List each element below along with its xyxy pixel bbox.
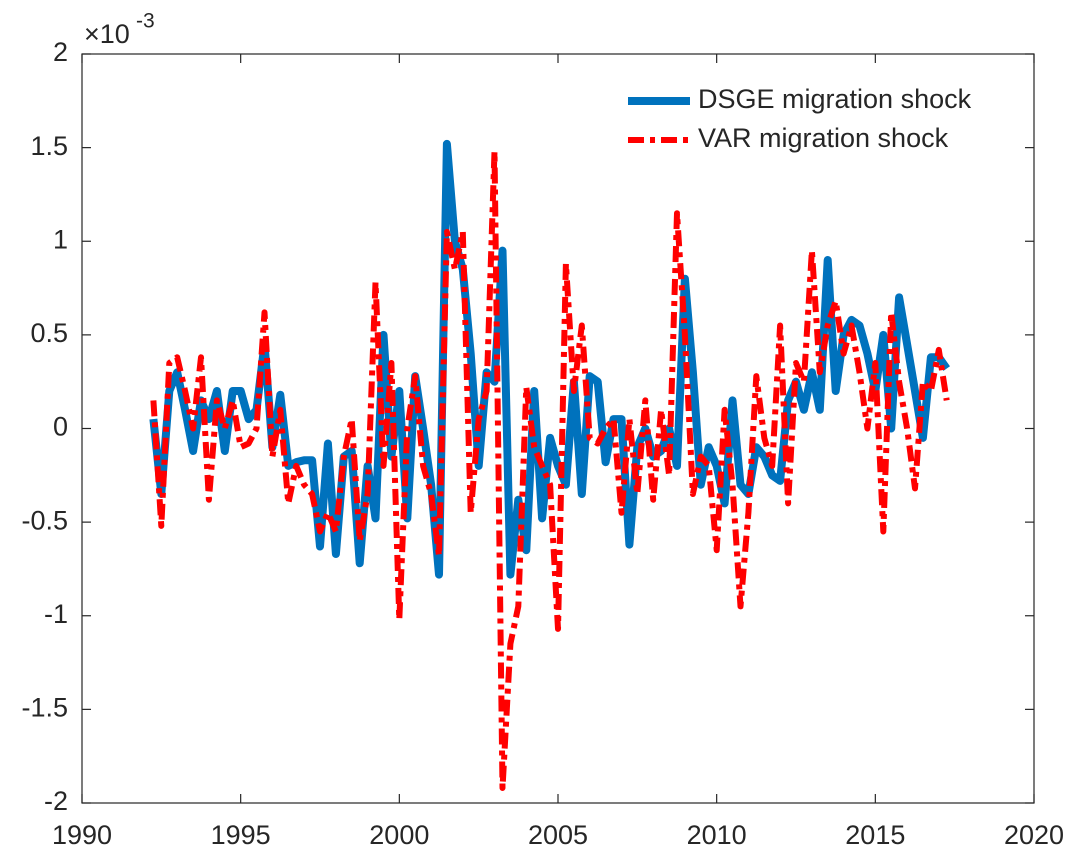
x-tick-label: 2010 <box>687 820 747 850</box>
y-multiplier-base: ×10 <box>84 19 130 49</box>
x-tick-label: 2000 <box>369 820 429 850</box>
y-tick-label: 2 <box>53 37 68 67</box>
x-tick-label: 2020 <box>1004 820 1064 850</box>
y-tick-label: -2 <box>44 786 68 816</box>
y-tick-label: 1.5 <box>30 131 68 161</box>
y-tick-label: -1 <box>44 599 68 629</box>
y-multiplier-exponent: -3 <box>136 10 155 33</box>
legend-label: DSGE migration shock <box>698 84 972 114</box>
x-tick-label: 2015 <box>845 820 905 850</box>
data-line <box>150 148 950 791</box>
x-tick-label: 1990 <box>52 820 112 850</box>
y-tick-label: 0.5 <box>30 318 68 348</box>
y-tick-label: 0 <box>53 412 68 442</box>
x-tick-label: 1995 <box>211 820 271 850</box>
plot-frame <box>81 53 1035 804</box>
x-tick-label: 2005 <box>528 820 588 850</box>
y-tick-label: -1.5 <box>21 693 68 723</box>
y-tick-label: 1 <box>53 224 68 254</box>
legend-label: VAR migration shock <box>698 123 949 153</box>
y-tick-label: -0.5 <box>21 505 68 535</box>
